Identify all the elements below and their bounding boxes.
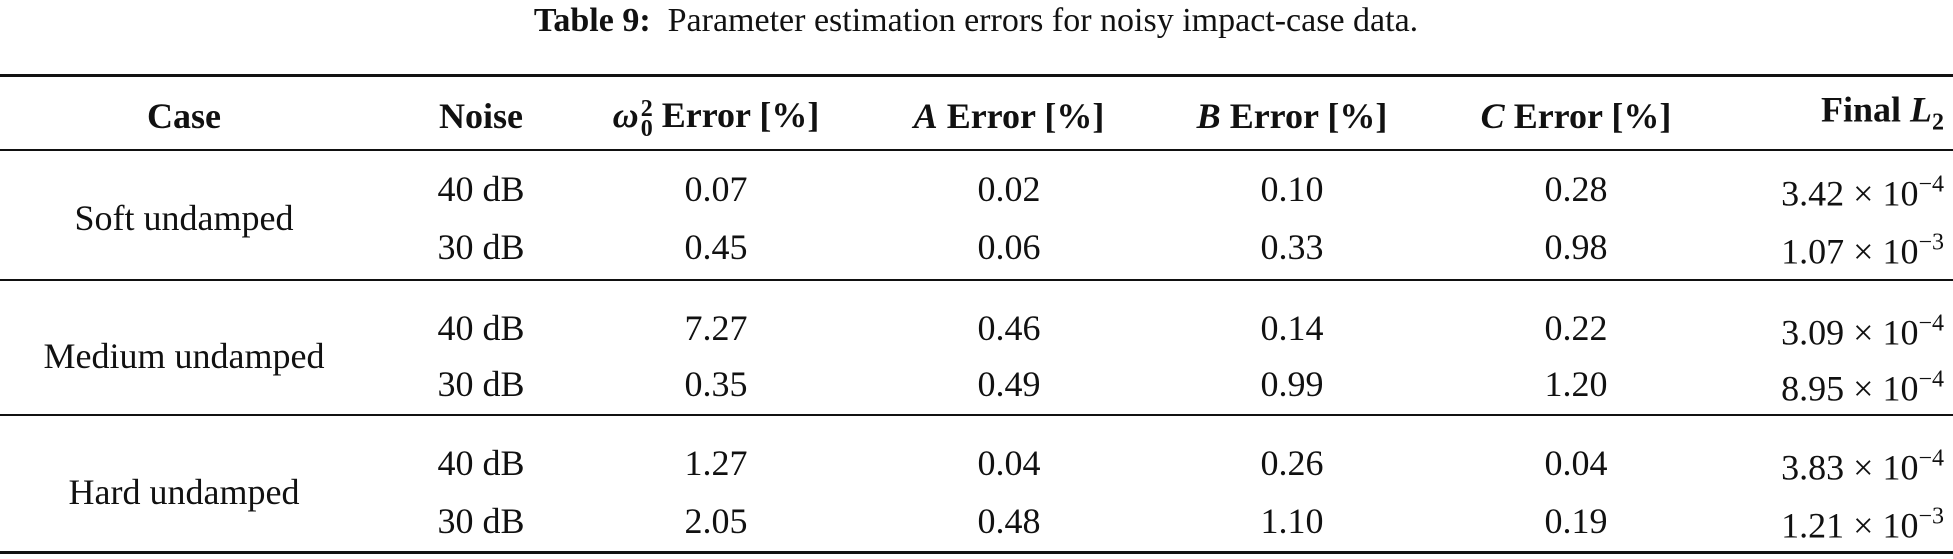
table-caption: Table 9: Parameter estimation errors for…	[534, 2, 1418, 40]
case-label: Soft undamped	[74, 198, 294, 238]
final-cell: 3.09 × 10−4	[1781, 302, 1944, 355]
header-text: Error [%]	[946, 96, 1105, 136]
final-mantissa: 1.21 × 10	[1781, 505, 1919, 546]
final-exponent: −4	[1918, 445, 1944, 472]
value-cell: 1.27	[684, 443, 748, 483]
final-cell: 1.21 × 10−3	[1781, 495, 1944, 548]
value-cell: 2.05	[684, 501, 748, 541]
header-cell: Case	[147, 94, 221, 138]
value-cell: 0.46	[977, 308, 1041, 348]
value-cell: 0.35	[684, 364, 748, 404]
case-label: Hard undamped	[68, 472, 300, 512]
header-text: Final	[1820, 89, 1901, 130]
noise-cell: 30 dB	[437, 364, 525, 404]
value-cell: 0.02	[977, 169, 1041, 209]
header-text: Error [%]	[1513, 96, 1672, 136]
value-cell: 0.04	[1544, 443, 1608, 483]
header-text: Error [%]	[661, 95, 820, 136]
value-cell: 0.14	[1260, 308, 1324, 348]
header-text: Error [%]	[1229, 96, 1388, 136]
noise-cell: 40 dB	[437, 169, 525, 209]
header-text: Case	[147, 96, 221, 136]
final-cell: 8.95 × 10−4	[1781, 358, 1944, 411]
value-cell: 0.19	[1544, 501, 1608, 541]
value-cell: 0.10	[1260, 169, 1324, 209]
header-symbol: A	[913, 96, 938, 136]
value-cell: 0.49	[977, 364, 1041, 404]
header-rule	[0, 149, 1953, 151]
final-exponent: −4	[1918, 310, 1944, 337]
noise-cell: 30 dB	[437, 227, 525, 267]
final-exponent: −4	[1918, 171, 1944, 198]
value-cell: 0.28	[1544, 169, 1608, 209]
case-label: Medium undamped	[43, 336, 325, 376]
final-cell: 1.07 × 10−3	[1781, 221, 1944, 274]
header-cell: A Error [%]	[914, 94, 1105, 138]
header-symbol: L	[1910, 89, 1932, 130]
final-exponent: −3	[1918, 229, 1944, 256]
header-subscript: 0	[640, 115, 653, 142]
final-exponent: −3	[1918, 503, 1944, 530]
final-cell: 3.83 × 10−4	[1781, 437, 1944, 490]
noise-cell: 40 dB	[437, 443, 525, 483]
value-cell: 0.98	[1544, 227, 1608, 267]
final-mantissa: 3.42 × 10	[1781, 173, 1919, 214]
header-cell: C Error [%]	[1481, 94, 1672, 138]
header-cell: B Error [%]	[1197, 94, 1388, 138]
caption-label: Table 9:	[533, 2, 651, 39]
value-cell: 0.26	[1260, 443, 1324, 483]
final-mantissa: 3.83 × 10	[1781, 447, 1919, 488]
bottom-rule	[0, 551, 1953, 554]
caption-text: Parameter estimation errors for noisy im…	[667, 2, 1419, 39]
value-cell: 0.99	[1260, 364, 1324, 404]
value-cell: 0.48	[977, 501, 1041, 541]
group-rule	[0, 279, 1953, 281]
header-symbol: ω	[612, 95, 639, 136]
value-cell: 0.04	[977, 443, 1041, 483]
value-cell: 0.07	[684, 169, 748, 209]
group-rule	[0, 414, 1953, 416]
header-symbol: B	[1196, 96, 1221, 136]
value-cell: 0.45	[684, 227, 748, 267]
value-cell: 0.06	[977, 227, 1041, 267]
value-cell: 0.33	[1260, 227, 1324, 267]
value-cell: 7.27	[684, 308, 748, 348]
header-subscript: 2	[1932, 109, 1944, 136]
final-mantissa: 3.09 × 10	[1781, 312, 1919, 353]
header-cell: Final L2	[1821, 88, 1944, 145]
noise-cell: 30 dB	[437, 501, 525, 541]
final-mantissa: 1.07 × 10	[1781, 231, 1919, 272]
header-superscript: 2	[640, 95, 653, 122]
header-text: Noise	[439, 96, 523, 136]
final-mantissa: 8.95 × 10	[1781, 368, 1919, 409]
value-cell: 1.10	[1260, 501, 1324, 541]
final-exponent: −4	[1918, 366, 1944, 393]
header-cell: Noise	[439, 94, 523, 138]
value-cell: 0.22	[1544, 308, 1608, 348]
final-cell: 3.42 × 10−4	[1781, 163, 1944, 216]
top-rule	[0, 74, 1953, 77]
noise-cell: 40 dB	[437, 308, 525, 348]
header-symbol: C	[1480, 96, 1505, 136]
value-cell: 1.20	[1544, 364, 1608, 404]
